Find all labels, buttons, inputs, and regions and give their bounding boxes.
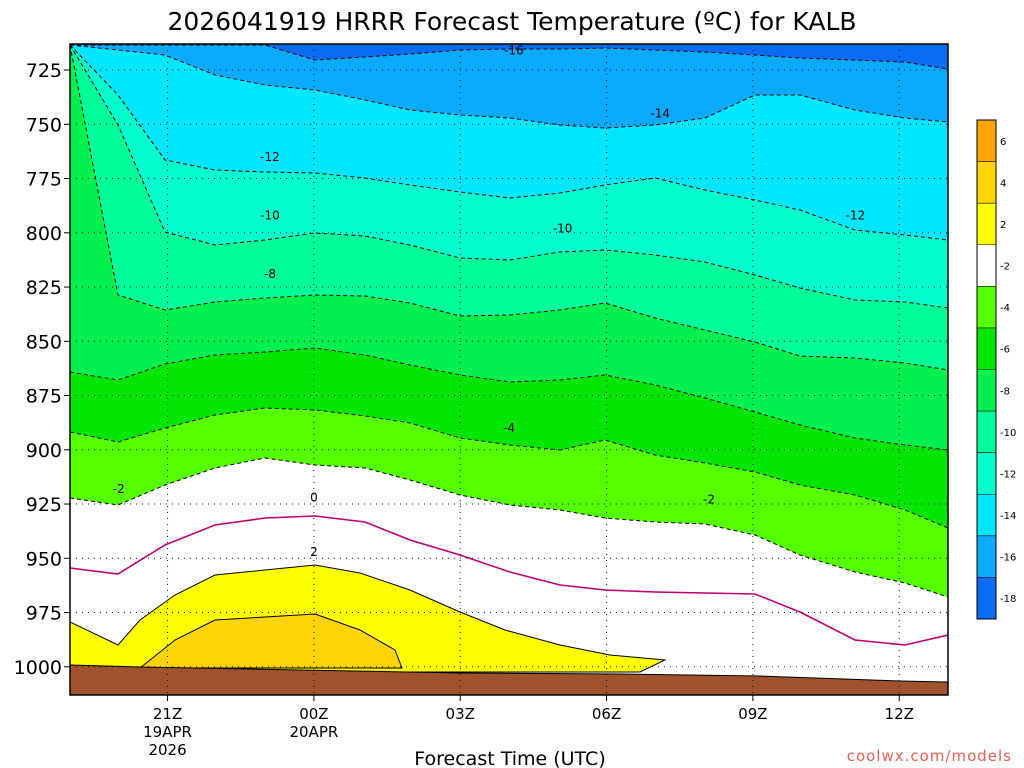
y-tick-label: 1000 [14,657,62,679]
plot-area: -16 -14 -12 -12 -10 -10 -8 -4 -2 -2 0 2 [70,44,948,695]
y-tick-label: 850 [26,331,62,353]
colorbar-tick-label: -10 [1000,428,1016,439]
colorbar-segment [977,244,996,287]
contour-label: -14 [650,106,670,120]
colorbar-segment [977,327,996,370]
colorbar-tick-label: -16 [1000,553,1016,564]
contour-label: -2 [703,493,715,507]
colorbar-segment [977,161,996,204]
colorbar-tick-label: 2 [1000,220,1006,231]
colorbar-segment [977,535,996,578]
chart-title: 2026041919 HRRR Forecast Temperature (ºC… [167,7,856,36]
plot-frame [69,43,949,696]
y-tick-label: 775 [26,169,62,191]
isotherm-minus14 [70,44,948,129]
colorbar-segment [977,203,996,245]
isotherm-minus10 [70,44,948,309]
x-axis-label: Forecast Time (UTC) [414,748,605,768]
contour-label: 0 [310,491,318,505]
colorbar-tick-label: -8 [1000,386,1010,397]
contour-label: 2 [310,545,318,559]
isotherm-zero [70,515,948,646]
colorbar-segment [977,369,996,412]
colorbar-tick-label: -4 [1000,303,1010,314]
contour-label: -8 [264,267,276,281]
y-tick-label: 925 [26,494,62,516]
x-tick-label: 2026 [148,741,186,759]
x-tick-label: 03Z [446,705,475,723]
colorbar-segment [977,577,996,619]
y-tick-label: 875 [26,386,62,408]
contour-label: -2 [113,482,125,496]
band-plus4-plus6 [138,613,403,669]
colorbar-tick-label: 6 [1000,137,1006,148]
colorbar-tick-label: -14 [1000,511,1016,522]
colorbar-tick-label: -6 [1000,345,1010,356]
x-tick-label: 06Z [592,705,621,723]
y-tick-label: 975 [26,603,62,625]
isotherm-minus16 [70,44,948,70]
isotherm-minus2 [70,457,948,598]
x-tick-label: 09Z [738,705,767,723]
colorbar-tick-label: -12 [1000,469,1016,480]
colorbar-segment [977,494,996,536]
contour-label: -12 [260,150,280,164]
contour-label: -16 [504,44,524,58]
isotherm-minus8 [70,44,948,371]
isotherm-minus12 [70,44,948,241]
y-tick-label: 725 [26,60,62,82]
y-tick-label: 825 [26,277,62,299]
x-tick-label: 12Z [885,705,914,723]
credit-text: coolwx.com/models [847,747,1012,765]
ground-layer [70,664,948,695]
contour-label: -4 [503,421,515,435]
colorbar-tick-label: -18 [1000,594,1016,605]
contour-label: -12 [846,208,866,222]
isotherm-minus4 [70,407,948,529]
colorbar-tick-label: -2 [1000,262,1010,273]
x-tick-label: 00Z [299,705,328,723]
x-tick-label: 19APR [143,723,192,741]
y-tick-label: 800 [26,223,62,245]
contour-label: -10 [260,208,280,222]
x-tick-label: 21Z [153,705,182,723]
y-tick-label: 950 [26,548,62,570]
contour-label: -10 [553,221,573,235]
y-tick-label: 900 [26,440,62,462]
colorbar-segment [977,452,996,495]
colorbar-segment [977,411,996,453]
x-tick-label: 20APR [289,723,338,741]
colorbar-segment [977,120,996,162]
colorbar-tick-label: 4 [1000,178,1006,189]
colorbar-segment [977,286,996,328]
isotherm-minus6 [70,347,948,451]
y-tick-label: 750 [26,114,62,136]
